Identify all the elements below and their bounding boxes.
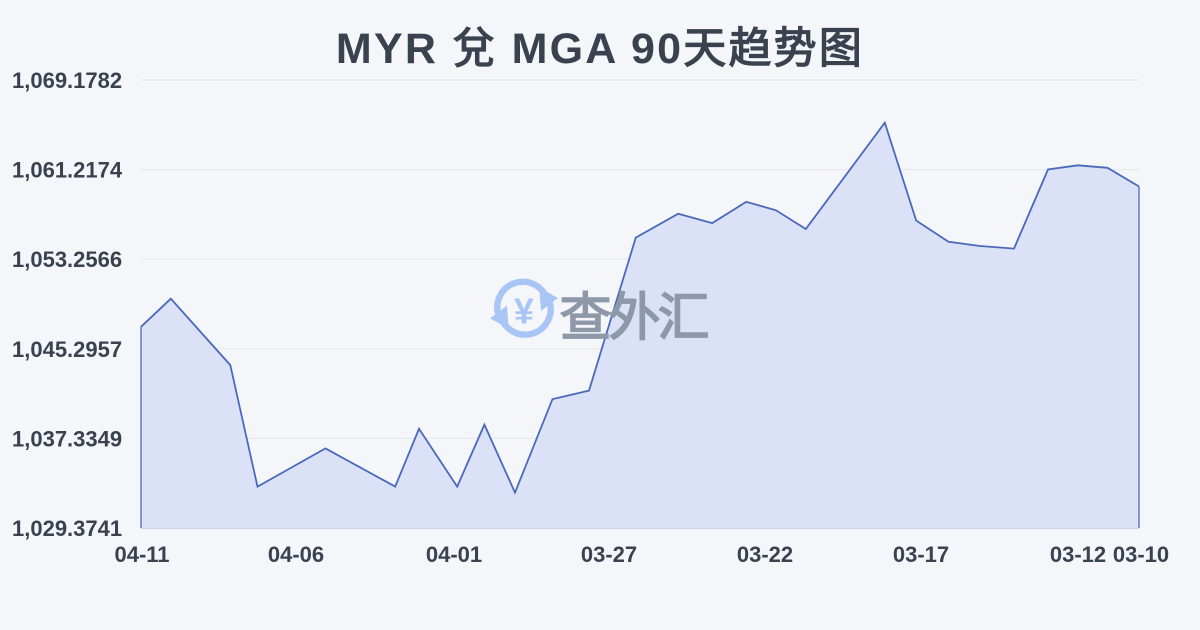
svg-text:04-11: 04-11	[114, 542, 169, 567]
svg-text:04-01: 04-01	[426, 542, 482, 567]
svg-text:03-22: 03-22	[737, 542, 793, 567]
svg-text:查外汇: 查外汇	[560, 290, 709, 348]
svg-text:1,045.2957: 1,045.2957	[12, 337, 122, 362]
svg-text:1,061.2174: 1,061.2174	[12, 158, 123, 183]
svg-text:03-17: 03-17	[893, 542, 949, 567]
svg-text:1,069.1782: 1,069.1782	[12, 68, 122, 93]
svg-text:03-12: 03-12	[1050, 542, 1106, 567]
svg-text:03-10: 03-10	[1113, 542, 1169, 567]
svg-text:03-27: 03-27	[581, 542, 637, 567]
svg-text:1,029.3741: 1,029.3741	[12, 516, 122, 541]
svg-text:¥: ¥	[514, 292, 534, 332]
svg-text:04-06: 04-06	[268, 542, 324, 567]
svg-text:1,053.2566: 1,053.2566	[12, 247, 122, 272]
svg-text:1,037.3349: 1,037.3349	[12, 426, 122, 451]
